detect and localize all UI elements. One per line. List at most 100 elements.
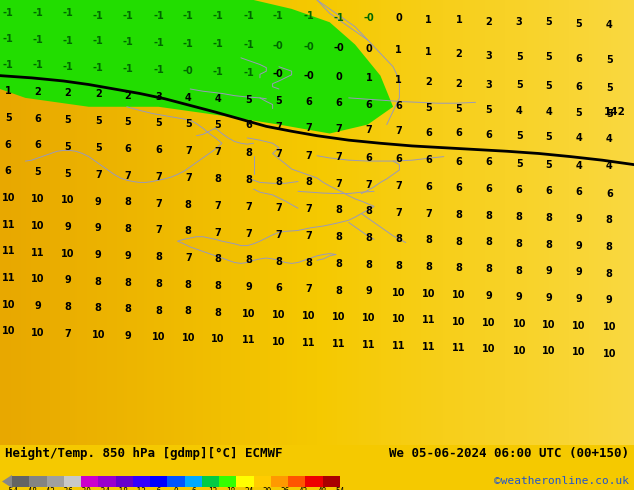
Text: 6: 6: [125, 144, 131, 154]
Text: -1: -1: [3, 34, 13, 44]
Text: 9: 9: [516, 292, 522, 302]
Text: 1: 1: [456, 15, 462, 25]
Text: 5: 5: [65, 115, 71, 125]
Text: 2: 2: [35, 87, 41, 97]
Bar: [167, 476, 184, 487]
Text: 2: 2: [425, 77, 432, 87]
Text: 6: 6: [425, 182, 432, 192]
Text: 7: 7: [425, 209, 432, 219]
Text: 4: 4: [215, 94, 221, 104]
Text: 5: 5: [155, 118, 162, 128]
Text: 11: 11: [392, 341, 406, 351]
Text: 10: 10: [512, 345, 526, 356]
Text: 0: 0: [335, 72, 342, 81]
Text: 7: 7: [306, 151, 312, 161]
Text: 8: 8: [185, 199, 191, 210]
Text: 7: 7: [245, 228, 252, 239]
Text: 9: 9: [125, 251, 131, 261]
Text: -1: -1: [183, 39, 193, 49]
Text: 7: 7: [306, 284, 312, 294]
Text: 5: 5: [606, 83, 612, 93]
Text: 8: 8: [95, 277, 101, 287]
Text: 6: 6: [5, 166, 11, 176]
Text: 8: 8: [95, 303, 101, 313]
Text: 7: 7: [185, 253, 191, 263]
Text: 11: 11: [1, 246, 15, 256]
Text: 10: 10: [332, 312, 346, 322]
Text: 8: 8: [215, 254, 221, 265]
Text: 5: 5: [516, 51, 522, 62]
Text: 6: 6: [366, 99, 372, 110]
Text: -1: -1: [243, 69, 254, 78]
Text: -0: -0: [273, 69, 283, 79]
Text: Height/Temp. 850 hPa [gdmp][°C] ECMWF: Height/Temp. 850 hPa [gdmp][°C] ECMWF: [5, 447, 283, 460]
Text: -1: -1: [63, 62, 73, 72]
Text: 5: 5: [516, 131, 522, 141]
Text: -0: -0: [304, 71, 314, 81]
Bar: [115, 476, 133, 487]
Bar: [98, 476, 115, 487]
Text: 7: 7: [155, 172, 162, 182]
Text: 4: 4: [576, 133, 582, 143]
Text: 10: 10: [482, 318, 496, 328]
Text: -1: -1: [273, 11, 283, 21]
Text: 0: 0: [174, 488, 178, 490]
Text: 5: 5: [185, 119, 191, 129]
Text: 7: 7: [335, 151, 342, 162]
Text: 7: 7: [366, 125, 372, 135]
Text: 10: 10: [572, 320, 586, 331]
Text: 10: 10: [211, 335, 225, 344]
Text: 10: 10: [91, 330, 105, 340]
Text: 7: 7: [366, 180, 372, 190]
Text: 5: 5: [215, 120, 221, 129]
Bar: [46, 476, 64, 487]
Text: 10: 10: [542, 320, 556, 330]
Text: -1: -1: [153, 65, 164, 75]
Text: 9: 9: [95, 250, 101, 260]
Text: 5: 5: [606, 109, 612, 119]
Text: 7: 7: [95, 170, 101, 180]
Text: 8: 8: [486, 238, 492, 247]
Bar: [150, 476, 167, 487]
Text: 10: 10: [1, 300, 15, 310]
Text: -18: -18: [114, 488, 128, 490]
Text: 7: 7: [155, 199, 162, 209]
Bar: [81, 476, 98, 487]
Text: 5: 5: [35, 167, 41, 177]
Text: 8: 8: [366, 260, 372, 270]
Text: 6: 6: [275, 283, 281, 294]
Text: 11: 11: [1, 273, 15, 283]
Text: 7: 7: [185, 147, 191, 156]
Text: 8: 8: [245, 175, 252, 185]
Bar: [133, 476, 150, 487]
Text: 2: 2: [65, 88, 71, 98]
Text: 3: 3: [155, 92, 162, 102]
Text: 36: 36: [281, 488, 290, 490]
Text: 5: 5: [486, 105, 492, 115]
Text: 7: 7: [65, 329, 71, 339]
Text: 6: 6: [5, 140, 11, 149]
Text: 11: 11: [452, 343, 466, 353]
Text: 6: 6: [456, 156, 462, 167]
Text: 6: 6: [35, 141, 41, 150]
Text: 5: 5: [546, 81, 552, 91]
Text: -1: -1: [153, 38, 164, 48]
Text: 6: 6: [155, 145, 162, 155]
Text: -1: -1: [93, 63, 103, 73]
Text: 6: 6: [486, 157, 492, 168]
Text: 6: 6: [396, 154, 402, 164]
Text: 10: 10: [362, 313, 376, 323]
Text: 10: 10: [422, 289, 436, 298]
Text: -1: -1: [213, 40, 223, 49]
Text: 9: 9: [65, 275, 71, 285]
Text: 9: 9: [576, 294, 582, 304]
Text: 7: 7: [215, 147, 221, 157]
Text: 11: 11: [332, 339, 346, 349]
Text: 2: 2: [456, 78, 462, 89]
Text: -0: -0: [273, 41, 283, 51]
Text: 8: 8: [125, 304, 131, 314]
Text: -1: -1: [3, 8, 13, 18]
Text: 6: 6: [456, 128, 462, 139]
Text: 5: 5: [125, 117, 131, 127]
Text: 7: 7: [306, 123, 312, 133]
